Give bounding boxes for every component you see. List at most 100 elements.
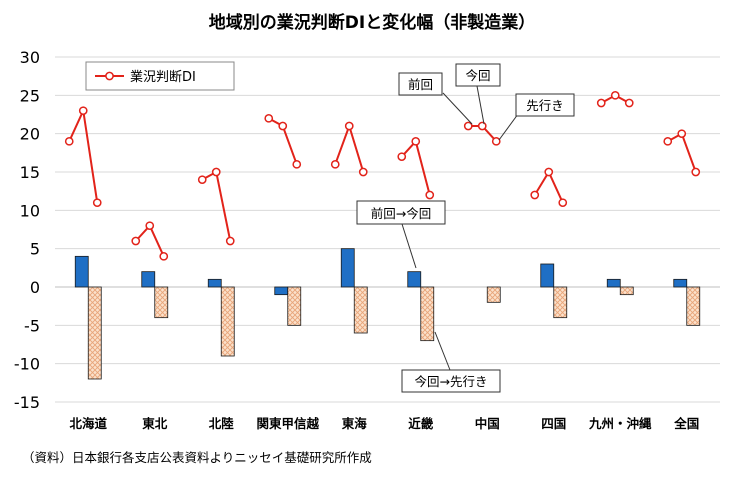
bar-curr-to-outlook	[553, 286, 568, 319]
di-line	[401, 139, 431, 196]
callout-prev-to-curr: 前回→今回	[371, 206, 431, 221]
di-point	[344, 121, 354, 131]
bar-curr-to-outlook	[87, 286, 102, 380]
bar-curr-to-outlook	[353, 286, 368, 334]
bar-prev-to-curr	[540, 263, 555, 288]
callout-curr-to-outlook: 今回→先行き	[415, 374, 488, 389]
di-line	[533, 169, 564, 204]
callout-box-curr-to-outlook	[401, 369, 501, 393]
legend-marker	[105, 71, 114, 81]
bar-prev-to-curr	[340, 248, 355, 288]
category-label: 全国	[673, 416, 699, 431]
di-point	[610, 90, 620, 100]
di-point	[145, 221, 155, 231]
source-note: （資料）日本銀行各支店公表資料よりニッセイ基礎研究所作成	[22, 450, 372, 465]
di-point	[78, 106, 88, 116]
bar-prev-to-curr	[407, 271, 422, 288]
di-point	[477, 121, 487, 131]
callout-box-prev-to-curr	[356, 200, 446, 225]
y-tick-label: 25	[20, 86, 40, 105]
di-point	[463, 121, 473, 131]
bar-curr-to-outlook	[287, 286, 302, 326]
bar-curr-to-outlook	[619, 286, 634, 296]
di-point	[330, 159, 340, 169]
y-tick-label: 15	[20, 163, 40, 182]
bar-prev-to-curr	[274, 286, 289, 296]
bar-curr-to-outlook	[486, 286, 501, 303]
category-label: 四国	[541, 416, 566, 431]
callout-leader-previous	[442, 92, 473, 125]
di-point	[677, 129, 687, 139]
di-point	[411, 136, 421, 146]
callout-leader-current	[476, 85, 485, 125]
category-label: 関東甲信越	[256, 416, 319, 431]
bar-curr-to-outlook	[686, 286, 701, 326]
category-labels: 北海道 東北 北陸 関東甲信越 東海 近畿 中国 四国 九州・沖縄 全国	[69, 416, 699, 431]
y-tick-label: -15	[14, 393, 40, 412]
di-point	[278, 121, 288, 131]
chart-title: 地域別の業況判断DIと変化幅（非製造業）	[209, 12, 535, 33]
di-line	[201, 170, 232, 242]
y-tick-label: -5	[24, 316, 40, 335]
callout-box-current	[455, 63, 501, 87]
di-point	[530, 190, 540, 200]
y-tick-label: 20	[20, 125, 40, 144]
legend: 業況判断DI	[85, 61, 235, 91]
y-tick-label: 5	[30, 240, 40, 259]
di-point	[691, 167, 701, 177]
category-label: 北海道	[69, 416, 107, 431]
di-point	[131, 236, 141, 246]
category-label: 近畿	[408, 416, 434, 431]
di-line	[667, 132, 697, 173]
bar-prev-to-curr	[141, 271, 156, 288]
bar-prev-to-curr	[207, 278, 222, 288]
category-label: 東北	[142, 416, 168, 431]
gridlines	[55, 56, 720, 403]
y-tick-label: 10	[20, 201, 40, 220]
bars	[74, 248, 701, 380]
line-series	[64, 90, 701, 261]
y-tick-label: 0	[30, 278, 40, 297]
y-axis-tick-labels: -15 -10 -5 0 5 10 15 20 25 30	[14, 48, 40, 412]
callouts: 前回 今回 先行き 前回→今回 今回→先行き	[356, 63, 575, 393]
di-point	[663, 136, 673, 146]
callout-box-previous	[398, 72, 443, 96]
category-label: 東海	[342, 416, 368, 431]
di-point	[491, 136, 501, 146]
di-point	[64, 136, 74, 146]
callout-box-outlook	[515, 93, 575, 117]
di-point	[558, 198, 568, 208]
di-point	[264, 113, 274, 123]
di-point	[211, 167, 221, 177]
bar-prev-to-curr	[74, 255, 89, 288]
di-point	[225, 236, 235, 246]
bar-curr-to-outlook	[420, 286, 435, 342]
bar-curr-to-outlook	[154, 286, 169, 319]
bar-curr-to-outlook	[220, 286, 235, 357]
di-point	[544, 167, 554, 177]
di-point	[292, 159, 302, 169]
legend-label: 業況判断DI	[130, 69, 196, 85]
callout-current: 今回	[465, 68, 490, 83]
callout-leader-prev-to-curr	[401, 223, 417, 269]
di-point	[596, 98, 606, 108]
di-point	[624, 98, 634, 108]
bar-prev-to-curr	[606, 278, 621, 288]
y-tick-label: -10	[14, 355, 40, 374]
di-point	[397, 152, 407, 162]
di-point	[358, 167, 368, 177]
di-point	[159, 251, 169, 261]
category-label: 中国	[475, 416, 500, 431]
di-line	[68, 107, 99, 203]
di-point	[197, 175, 207, 185]
y-tick-label: 30	[20, 48, 40, 67]
callout-previous: 前回	[408, 77, 433, 92]
di-point	[92, 198, 102, 208]
di-point	[425, 190, 435, 200]
category-label: 九州・沖縄	[588, 416, 652, 431]
callout-leader-curr-to-outlook	[434, 331, 451, 371]
callout-outlook: 先行き	[526, 98, 564, 113]
bar-prev-to-curr	[673, 278, 688, 288]
category-label: 北陸	[209, 416, 235, 431]
